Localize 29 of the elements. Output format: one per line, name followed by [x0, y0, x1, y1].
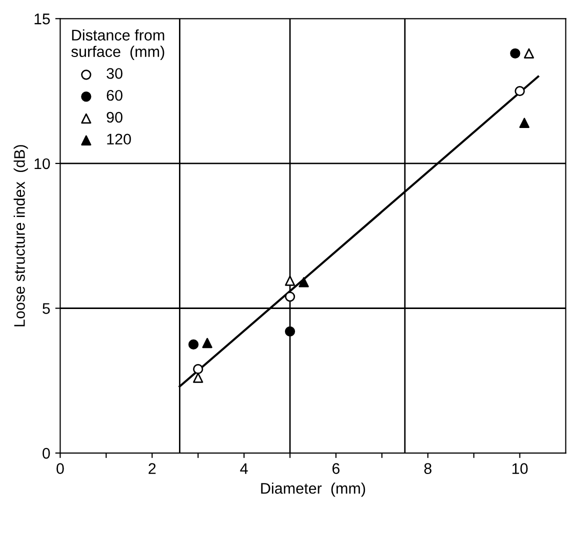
point — [524, 48, 534, 58]
point — [284, 326, 296, 337]
x-tick-label: 10 — [512, 463, 528, 474]
x-tick-label: 6 — [332, 463, 340, 474]
x-tick-label: 0 — [56, 463, 64, 474]
point — [202, 338, 212, 348]
legend-label: 60 — [106, 90, 122, 101]
y-tick-label: 0 — [42, 448, 50, 459]
point — [284, 292, 296, 302]
y-tick-label: 5 — [42, 303, 50, 314]
x-tick-label: 4 — [240, 463, 248, 474]
legend-title: Distance from surface (mm) — [71, 29, 164, 60]
y-tick-label: 10 — [34, 158, 50, 170]
x-axis-title: Diameter (mm) — [261, 482, 366, 497]
legend-label: 30 — [106, 68, 122, 79]
point — [519, 118, 530, 128]
point — [284, 276, 296, 286]
y-axis-title: Loose structure index (dB) — [14, 145, 28, 326]
point — [514, 86, 525, 96]
point — [192, 372, 204, 383]
y-tick-label: 15 — [34, 14, 50, 24]
point — [192, 364, 204, 374]
x-tick-label: 2 — [148, 463, 156, 474]
point — [188, 339, 199, 350]
point — [510, 48, 520, 58]
legend-label: 90 — [106, 112, 122, 123]
legend-label: 120 — [107, 134, 131, 145]
x-tick-label: 8 — [424, 463, 432, 474]
point — [298, 277, 309, 288]
